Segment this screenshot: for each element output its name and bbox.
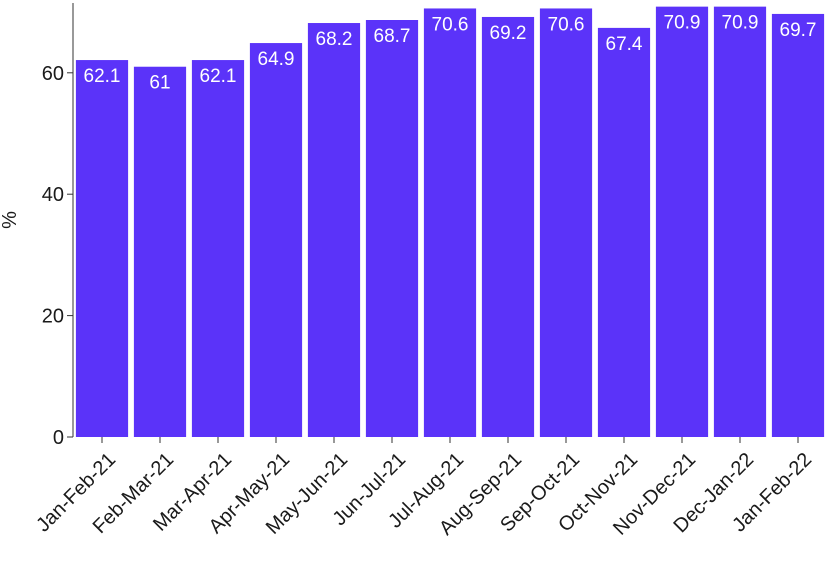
bar-value-label: 64.9 (258, 49, 295, 70)
bar-value-label: 67.4 (606, 34, 643, 55)
bar-value-labels: 62.1 61 62.1 64.9 68.2 68.7 70.6 69.2 70.6 67.4 70… (84, 13, 817, 94)
bar-value-label: 61 (149, 73, 170, 94)
bar-value-label: 62.1 (200, 66, 237, 87)
bar-Sep-Oct-21 (539, 8, 593, 438)
bar-Aug-Sep-21 (481, 16, 535, 438)
y-tick-label: 20 (42, 306, 64, 328)
y-tick-label: 40 (42, 184, 64, 206)
bar-value-label: 70.6 (432, 14, 469, 35)
bar-Apr-May-21 (249, 43, 303, 438)
bar-value-label: 70.6 (548, 14, 585, 35)
bar-Dec-Jan-22 (713, 6, 767, 437)
bar-Jan-Feb-21 (75, 60, 129, 438)
y-axis-title: % (0, 211, 21, 229)
bar-value-label: 68.7 (374, 26, 411, 47)
bar-May-Jun-21 (307, 23, 361, 438)
bar-value-label: 69.7 (780, 20, 817, 41)
bars-group (75, 6, 825, 438)
bar-value-label: 70.9 (722, 13, 759, 34)
bar-value-label: 69.2 (490, 23, 527, 44)
bar-Jul-Aug-21 (423, 8, 477, 438)
bar-value-label: 68.2 (316, 29, 353, 50)
bar-Oct-Nov-21 (597, 27, 651, 437)
bar-value-label: 70.9 (664, 13, 701, 34)
y-tick-label: 0 (53, 427, 64, 449)
bar-value-label: 62.1 (84, 66, 121, 87)
bar-Jun-Jul-21 (365, 20, 419, 437)
bar-Nov-Dec-21 (655, 6, 709, 437)
bar-Mar-Apr-21 (191, 60, 245, 438)
bar-Jan-Feb-22 (771, 13, 825, 438)
bar-Feb-Mar-21 (133, 66, 187, 437)
y-tick-label: 60 (42, 63, 64, 85)
x-axis-ticks: Jan-Feb-21Feb-Mar-21Mar-Apr-21Apr-May-21… (32, 437, 816, 540)
y-axis-ticks: 0 20 40 60 (42, 63, 73, 449)
